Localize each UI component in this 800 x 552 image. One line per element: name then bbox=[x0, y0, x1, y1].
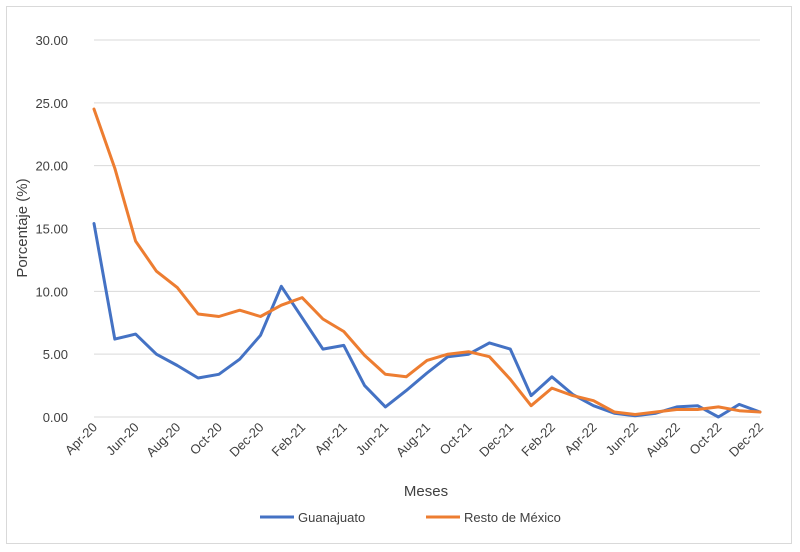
legend-label-resto-de-mexico: Resto de México bbox=[464, 510, 561, 525]
y-tick-labels: 0.00 5.00 10.00 15.00 20.00 25.00 30.00 bbox=[35, 33, 68, 425]
x-tick-label: Jun-22 bbox=[603, 420, 642, 459]
x-tick-label: Feb-21 bbox=[269, 420, 309, 460]
x-tick-label: Apr-21 bbox=[312, 420, 350, 458]
chart-frame bbox=[6, 6, 792, 544]
x-tick-label: Oct-21 bbox=[437, 420, 475, 458]
x-tick-label: Apr-20 bbox=[62, 420, 100, 458]
x-tick-label: Jun-21 bbox=[353, 420, 392, 459]
y-axis-label: Porcentaje (%) bbox=[14, 178, 31, 277]
x-axis-label: Meses bbox=[404, 483, 448, 500]
x-tick-label: Aug-21 bbox=[393, 420, 433, 460]
series-line-guanajuato bbox=[92, 222, 762, 419]
x-tick-labels: Apr-20 Jun-20 Aug-20 Oct-20 Dec-20 Feb-21 Apr-… bbox=[62, 420, 766, 460]
y-tick-label: 5.00 bbox=[43, 347, 68, 362]
x-tick-label: Feb-22 bbox=[518, 420, 558, 460]
x-tick-label: Jun-20 bbox=[103, 420, 142, 459]
series-line-resto-de-mexico bbox=[92, 107, 762, 416]
y-tick-label: 20.00 bbox=[35, 159, 68, 174]
y-tick-label: 15.00 bbox=[35, 222, 68, 237]
x-tick-label: Aug-22 bbox=[643, 420, 683, 460]
legend-label-guanajuato: Guanajuato bbox=[298, 510, 365, 525]
x-tick-label: Aug-20 bbox=[143, 420, 183, 460]
x-tick-label: Oct-20 bbox=[187, 420, 225, 458]
x-tick-label: Dec-21 bbox=[476, 420, 516, 460]
y-tick-label: 30.00 bbox=[35, 33, 68, 48]
x-tick-label: Dec-22 bbox=[726, 420, 766, 460]
x-tick-label: Apr-22 bbox=[561, 420, 599, 458]
legend: Guanajuato Resto de México bbox=[260, 510, 561, 525]
series-lines bbox=[92, 107, 762, 419]
y-tick-label: 10.00 bbox=[35, 284, 68, 299]
x-tick-label: Oct-22 bbox=[686, 420, 724, 458]
x-tick-label: Dec-20 bbox=[226, 420, 266, 460]
gridlines bbox=[94, 39, 760, 418]
y-tick-label: 0.00 bbox=[43, 410, 68, 425]
y-tick-label: 25.00 bbox=[35, 96, 68, 111]
